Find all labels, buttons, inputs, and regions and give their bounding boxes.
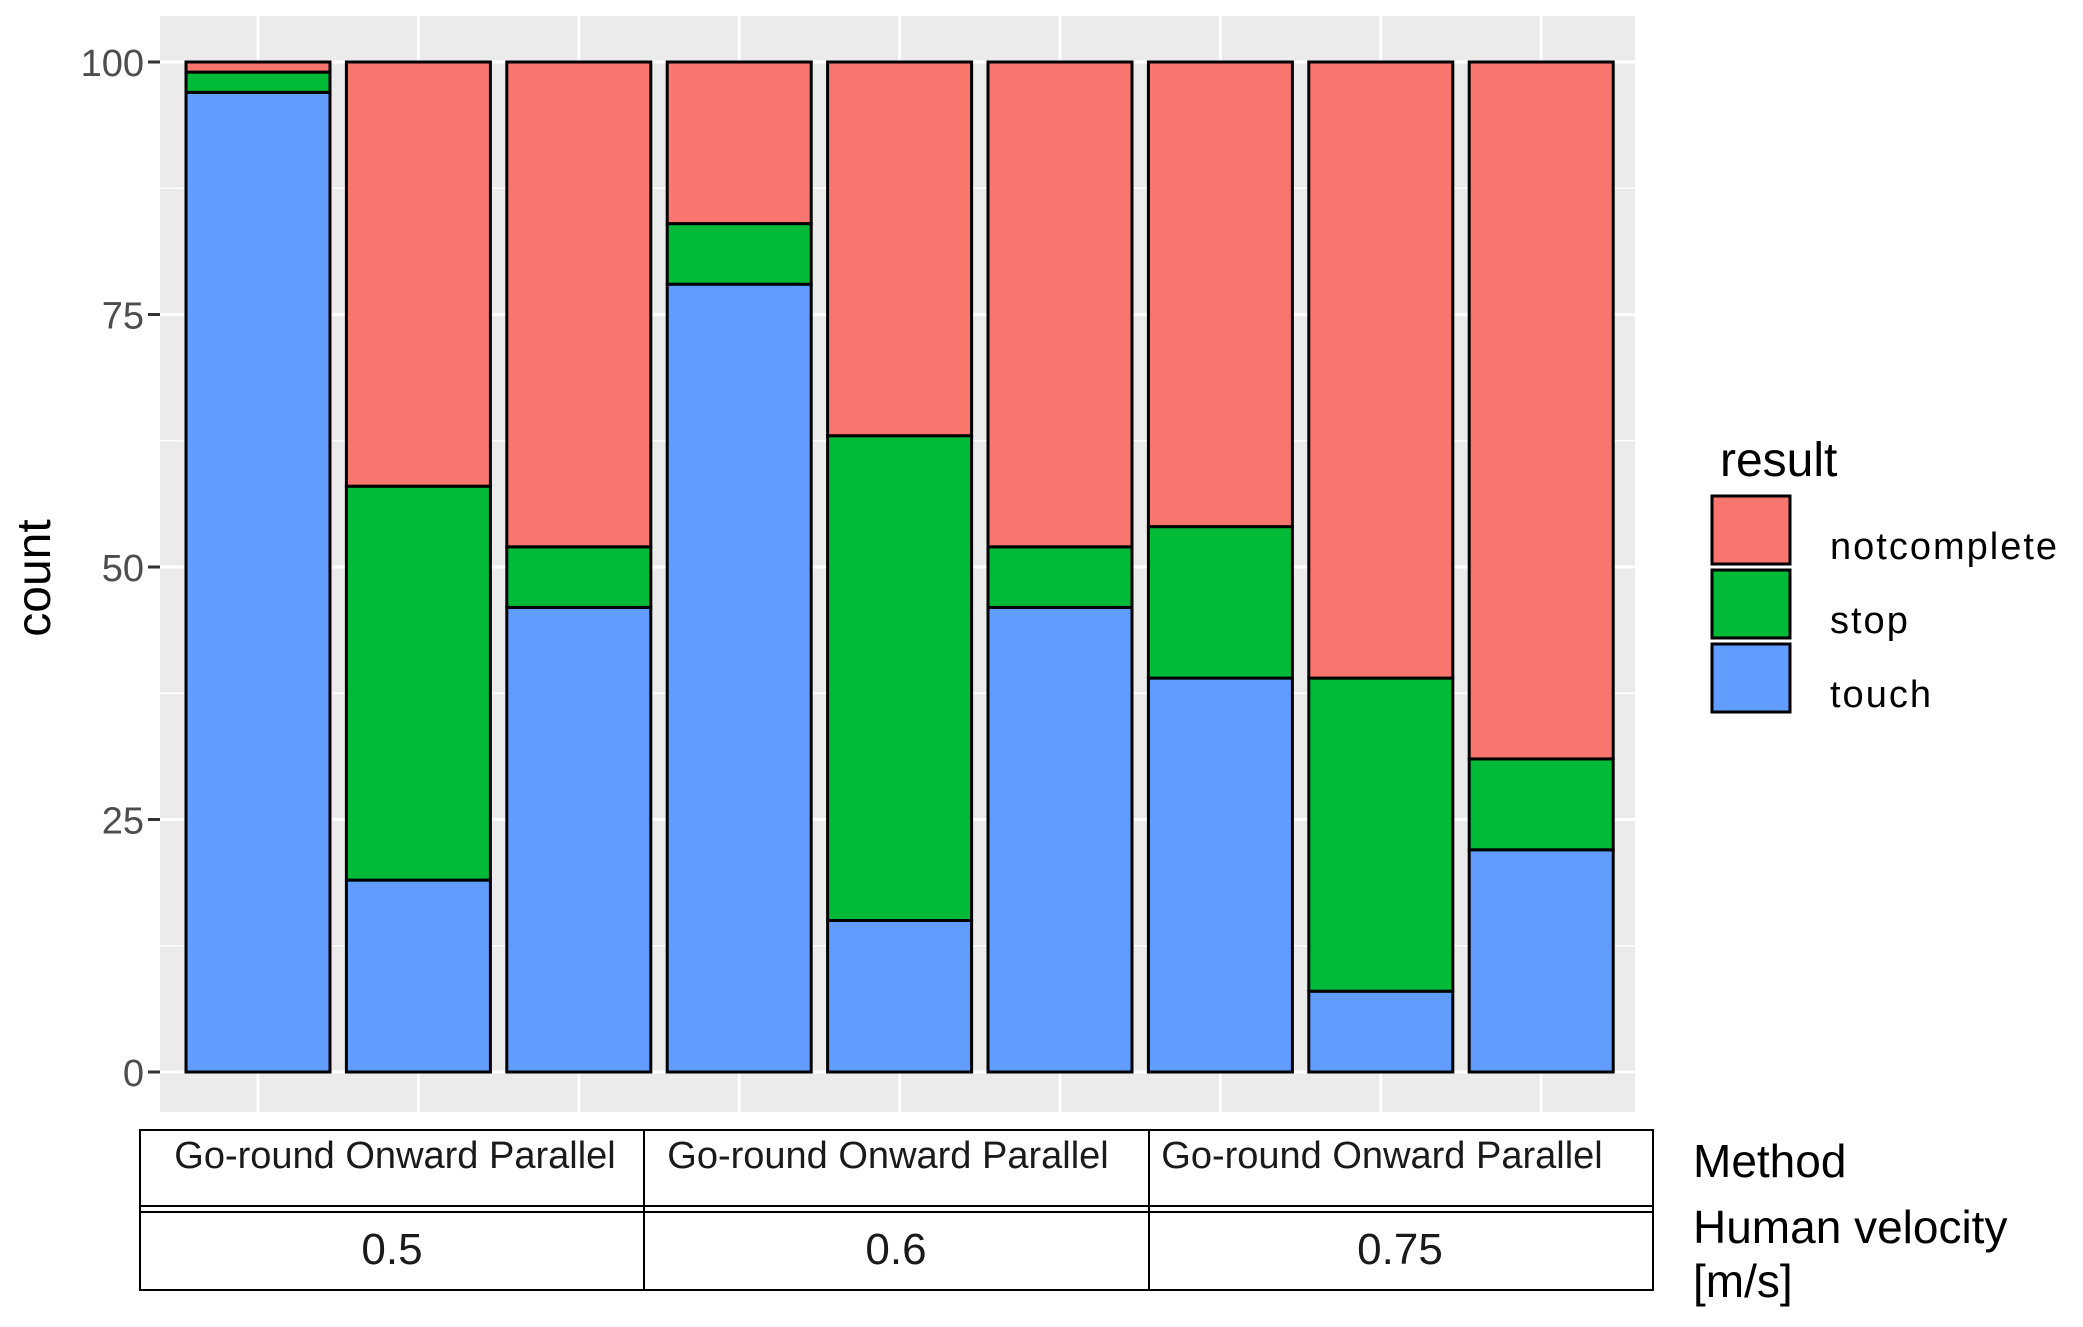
bar-notcomplete-8 [1307, 60, 1455, 680]
group-table: Go-round Onward Parallel Go-round Onward… [139, 1129, 2007, 1307]
bar-stop-3 [505, 545, 653, 609]
bar-notcomplete-6 [986, 60, 1134, 549]
bar-touch-5 [826, 919, 974, 1074]
legend-key-touch [1710, 642, 1792, 714]
bar-notcomplete-7 [1146, 60, 1294, 529]
y-axis: 0 25 50 75 100 [81, 43, 160, 1095]
legend: result notcomplete stop touch [1710, 434, 2059, 716]
method-labels-group-1: Go-round Onward Parallel [174, 1135, 615, 1177]
bar-touch-6 [986, 605, 1134, 1074]
y-tick-label-50: 50 [102, 548, 144, 590]
legend-label-stop: stop [1830, 600, 1910, 642]
bar-touch-2 [344, 878, 492, 1074]
bars [184, 60, 1615, 1074]
y-axis-title: count [8, 519, 61, 636]
method-labels-group-2: Go-round Onward Parallel [667, 1135, 1108, 1177]
table-border [139, 1129, 1654, 1291]
bar-stop-6 [986, 545, 1134, 609]
bar-stop-9 [1467, 757, 1615, 852]
bar-touch-9 [1467, 848, 1615, 1074]
y-tick-label-0: 0 [123, 1053, 144, 1095]
bar-stop-5 [826, 434, 974, 922]
bar-notcomplete-9 [1467, 60, 1615, 761]
y-tick-label-75: 75 [102, 296, 144, 338]
bar-notcomplete-1 [184, 60, 332, 74]
bar-stop-2 [344, 484, 492, 882]
bar-stop-1 [184, 70, 332, 94]
bar-stop-7 [1146, 525, 1294, 680]
velocity-label-group-1: 0.5 [361, 1225, 422, 1274]
method-row-label: Method [1693, 1135, 1846, 1187]
velocity-label-group-3: 0.75 [1357, 1225, 1443, 1274]
velocity-row-label-line2: [m/s] [1693, 1255, 1793, 1307]
legend-label-notcomplete: notcomplete [1830, 526, 2059, 568]
bar-notcomplete-5 [826, 60, 974, 438]
method-labels-group-3: Go-round Onward Parallel [1161, 1135, 1602, 1177]
legend-key-notcomplete [1710, 494, 1792, 566]
bar-notcomplete-2 [344, 60, 492, 488]
bar-notcomplete-3 [505, 60, 653, 549]
legend-title: result [1720, 434, 1837, 487]
bar-stop-8 [1307, 676, 1455, 993]
legend-key-stop [1710, 568, 1792, 640]
bar-notcomplete-4 [665, 60, 813, 226]
bar-touch-3 [505, 605, 653, 1074]
bar-touch-7 [1146, 676, 1294, 1074]
y-tick-label-100: 100 [81, 43, 144, 85]
bar-stop-4 [665, 222, 813, 286]
legend-label-touch: touch [1830, 674, 1933, 716]
velocity-row-label-line1: Human velocity [1693, 1201, 2007, 1253]
y-tick-label-25: 25 [102, 801, 144, 843]
bar-touch-1 [184, 90, 332, 1074]
bar-touch-8 [1307, 989, 1455, 1074]
velocity-label-group-2: 0.6 [865, 1225, 926, 1274]
bar-touch-4 [665, 282, 813, 1074]
